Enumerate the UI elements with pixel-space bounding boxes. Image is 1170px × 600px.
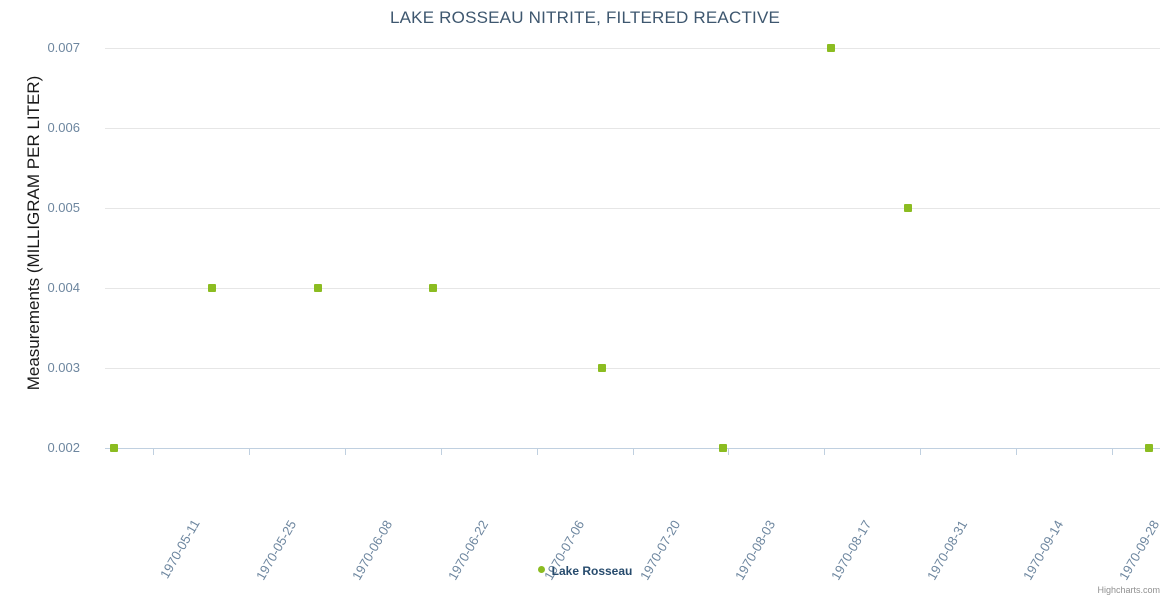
x-axis-tick-mark [536,448,538,455]
x-axis-tick-mark [728,448,730,455]
plot-area: 0.002 0.003 0.004 0.005 0.006 0.007 1970-05-11… [47,40,1162,583]
x-axis-tick-label: 1970-08-31 [924,460,1003,583]
data-point[interactable] [314,284,322,292]
gridline [105,128,1160,129]
gridline [105,368,1160,369]
x-axis-tick-label: 1970-06-22 [445,460,524,583]
x-axis-tick-label: 1970-09-14 [1020,460,1099,583]
x-axis-tick-label: 1970-07-20 [637,460,716,583]
x-axis-tick-mark [440,448,442,455]
x-axis-tick-mark [920,448,922,455]
data-point[interactable] [208,284,216,292]
gridline [105,288,1160,289]
y-axis-tick-label: 0.007 [47,40,80,55]
x-axis-tick-label: 1970-06-08 [349,460,428,583]
data-point[interactable] [598,364,606,372]
x-axis-tick-mark [824,448,826,455]
x-axis-tick-label: 1970-09-28 [1116,460,1170,583]
x-axis-tick-mark [1016,448,1018,455]
x-axis-tick-mark [632,448,634,455]
y-axis-tick-label: 0.002 [47,440,80,455]
legend-item-lake-rosseau[interactable]: Lake Rosseau [537,563,633,578]
x-axis-tick-label: 1970-05-25 [253,460,332,583]
x-axis-tick-label: 1970-05-11 [157,460,236,581]
y-axis-tick-label: 0.006 [47,120,80,135]
y-axis-title: Measurements (MILLIGRAM PER LITER) [24,75,43,391]
gridline [105,208,1160,209]
highcharts-credits[interactable]: Highcharts.com [1097,585,1160,595]
chart-legend: Lake Rosseau [0,563,1170,578]
chart-title: LAKE ROSSEAU NITRITE, FILTERED REACTIVE [389,8,781,27]
data-point[interactable] [827,44,835,52]
x-axis-tick-label: 1970-08-17 [828,460,908,583]
data-point[interactable] [429,284,437,292]
x-axis-tick-label: 1970-08-03 [732,460,812,583]
data-point[interactable] [1145,444,1153,452]
data-point[interactable] [110,444,118,452]
x-axis-tick-mark [1112,448,1114,455]
legend-item-label: Lake Rosseau [551,563,633,578]
x-axis-tick-mark [152,448,154,455]
legend-marker-icon [537,566,545,574]
x-axis-tick-mark [344,448,346,455]
x-axis-tick-label: 1970-07-06 [541,460,620,583]
gridline [105,48,1160,49]
y-axis-tick-label: 0.003 [47,360,80,375]
data-point[interactable] [904,204,912,212]
y-axis-tick-label: 0.004 [47,280,80,295]
data-point[interactable] [719,444,727,452]
y-axis-tick-label: 0.005 [47,200,80,215]
x-axis-tick-mark [248,448,250,455]
